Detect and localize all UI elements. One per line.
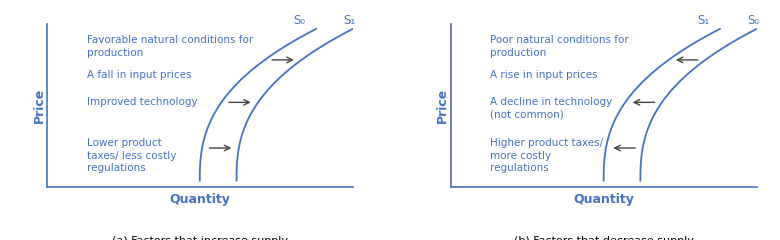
Text: S₁: S₁ [343,14,356,27]
Y-axis label: Price: Price [436,88,449,123]
Text: (a) Factors that increase supply: (a) Factors that increase supply [112,236,288,240]
Text: Favorable natural conditions for
production: Favorable natural conditions for product… [87,36,253,58]
Y-axis label: Price: Price [33,88,45,123]
Text: A rise in input prices: A rise in input prices [491,70,598,80]
Text: Lower product
taxes/ less costly
regulations: Lower product taxes/ less costly regulat… [87,138,176,173]
Text: S₁: S₁ [697,14,709,27]
X-axis label: Quantity: Quantity [169,193,230,206]
Text: Poor natural conditions for
production: Poor natural conditions for production [491,36,629,58]
Text: S₀: S₀ [293,14,305,27]
Text: A decline in technology
(not common): A decline in technology (not common) [491,97,612,120]
Text: Higher product taxes/
more costly
regulations: Higher product taxes/ more costly regula… [491,138,604,173]
Text: Improved technology: Improved technology [87,97,197,108]
X-axis label: Quantity: Quantity [573,193,634,206]
Text: (b) Factors that decrease supply: (b) Factors that decrease supply [514,236,693,240]
Text: S₀: S₀ [747,14,760,27]
Text: A fall in input prices: A fall in input prices [87,70,191,80]
